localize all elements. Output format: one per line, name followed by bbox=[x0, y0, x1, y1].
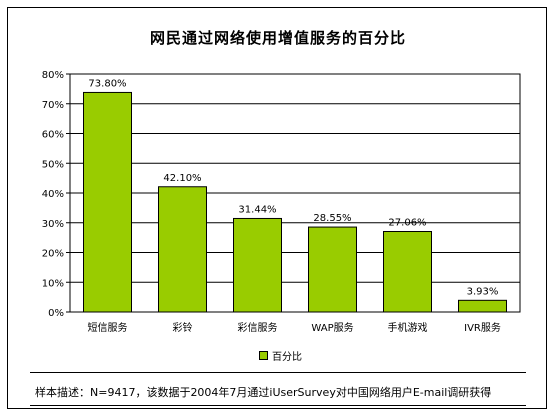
x-tick-label: 短信服务 bbox=[88, 321, 128, 334]
footnote: 样本描述：N=9417，该数据于2004年7月通过iUserSurvey对中国网… bbox=[35, 386, 492, 399]
y-tick-label: 10% bbox=[42, 278, 64, 289]
data-label: 73.80% bbox=[88, 78, 126, 89]
y-tick-label: 30% bbox=[42, 219, 64, 230]
separator-line-bottom bbox=[30, 405, 526, 406]
gridlines bbox=[70, 103, 520, 283]
legend: 百分比 bbox=[259, 348, 302, 363]
data-label: 27.06% bbox=[388, 217, 426, 228]
y-tick-label: 80% bbox=[42, 70, 64, 81]
data-label: 42.10% bbox=[163, 173, 201, 184]
data-label: 31.44% bbox=[238, 204, 276, 215]
y-tick-label: 70% bbox=[42, 100, 64, 111]
bar bbox=[233, 217, 282, 313]
y-tick-label: 60% bbox=[42, 130, 64, 141]
x-axis-ticks: 短信服务 彩铃 彩信服务 WAP服务 手机游戏 IVR服务 bbox=[88, 321, 501, 334]
data-labels: 73.80% 42.10% 31.44% 28.55% 27.06% 3.93% bbox=[88, 78, 498, 297]
y-tick-label: 0% bbox=[48, 308, 64, 319]
bar bbox=[158, 186, 207, 313]
y-tick-label: 40% bbox=[42, 189, 64, 200]
y-tick-label: 50% bbox=[42, 159, 64, 170]
bar bbox=[83, 91, 132, 313]
bar bbox=[308, 226, 357, 313]
x-tick-label: 手机游戏 bbox=[388, 321, 428, 334]
chart-title: 网民通过网络使用增值服务的百分比 bbox=[149, 29, 406, 47]
bar bbox=[458, 299, 507, 313]
data-label: 28.55% bbox=[313, 213, 351, 224]
x-tick-label: 彩信服务 bbox=[238, 321, 278, 334]
separator-line bbox=[30, 372, 526, 373]
bars bbox=[83, 91, 507, 313]
legend-label: 百分比 bbox=[272, 352, 302, 363]
x-tick-label: IVR服务 bbox=[464, 321, 501, 334]
x-tick-label: WAP服务 bbox=[311, 321, 353, 334]
legend-swatch bbox=[259, 351, 268, 360]
bar bbox=[383, 230, 432, 313]
y-tick-label: 20% bbox=[42, 249, 64, 260]
x-tick-label: 彩铃 bbox=[173, 321, 193, 334]
y-axis-ticks: 0% 10% 20% 30% 40% 50% 60% 70% 80% bbox=[42, 70, 70, 319]
data-label: 3.93% bbox=[467, 286, 499, 297]
